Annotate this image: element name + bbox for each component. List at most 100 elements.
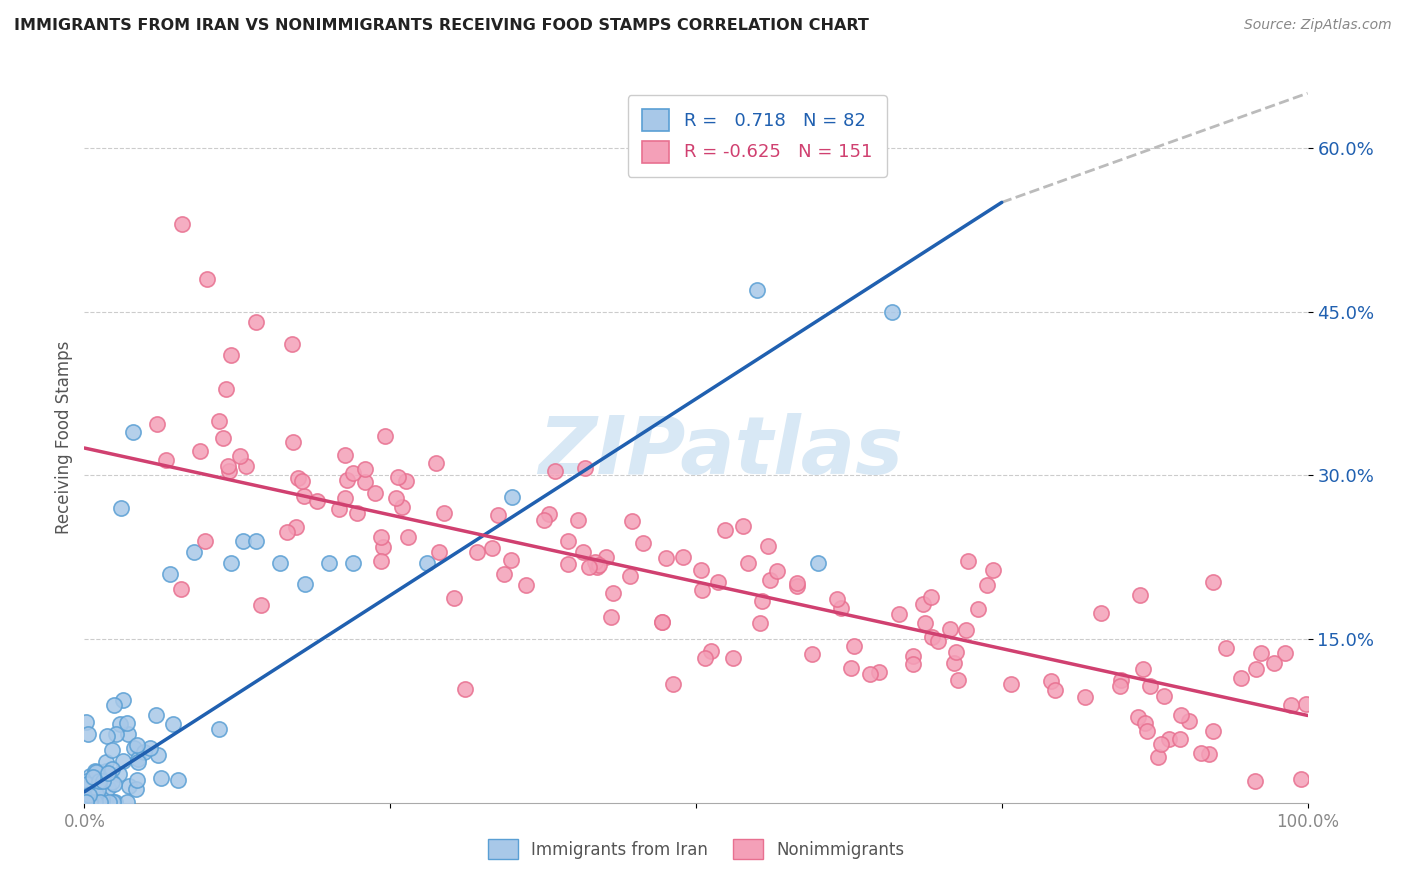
Point: [75, 715, 97, 730]
Point: [97, 781, 120, 796]
Point: [1170, 708, 1192, 723]
Point: [955, 624, 977, 638]
Point: [75, 795, 97, 809]
Point: [84, 787, 107, 801]
Point: [122, 425, 145, 439]
Point: [77, 727, 100, 741]
Point: [292, 489, 315, 503]
Point: [733, 518, 755, 533]
Point: [100, 743, 122, 757]
Point: [825, 591, 848, 606]
Point: [481, 541, 503, 556]
Point: [125, 738, 148, 752]
Point: [651, 615, 673, 629]
Point: [285, 519, 308, 533]
Point: [1149, 737, 1171, 751]
Point: [537, 507, 560, 521]
Point: [695, 650, 717, 665]
Point: [75, 795, 97, 809]
Point: [1189, 747, 1212, 761]
Point: [1202, 723, 1225, 738]
Point: [195, 272, 218, 286]
Point: [183, 545, 205, 559]
Point: [976, 578, 998, 592]
Point: [89, 795, 111, 809]
Point: [124, 781, 146, 796]
Point: [1178, 714, 1201, 728]
Point: [786, 579, 808, 593]
Point: [333, 491, 356, 506]
Point: [1135, 716, 1157, 731]
Point: [97, 766, 120, 780]
Point: [943, 656, 966, 670]
Point: [662, 677, 685, 691]
Point: [245, 315, 267, 329]
Point: [281, 337, 304, 351]
Point: [557, 558, 579, 572]
Point: [454, 681, 477, 696]
Point: [1274, 646, 1296, 660]
Point: [749, 616, 772, 631]
Point: [219, 348, 242, 362]
Point: [370, 530, 392, 544]
Point: [385, 491, 408, 506]
Point: [1129, 588, 1152, 602]
Point: [737, 556, 759, 570]
Point: [889, 607, 911, 621]
Point: [287, 471, 309, 485]
Point: [690, 582, 713, 597]
Point: [103, 777, 125, 791]
Point: [103, 698, 125, 712]
Point: [101, 762, 124, 776]
Point: [127, 752, 149, 766]
Point: [269, 556, 291, 570]
Point: [921, 630, 943, 644]
Point: [364, 486, 387, 500]
Point: [425, 456, 447, 470]
Point: [117, 727, 139, 741]
Point: [578, 559, 600, 574]
Point: [96, 764, 118, 778]
Point: [1139, 679, 1161, 693]
Point: [1215, 641, 1237, 656]
Point: [346, 506, 368, 520]
Point: [387, 470, 409, 484]
Point: [654, 550, 676, 565]
Point: [842, 639, 865, 653]
Point: [600, 610, 623, 624]
Point: [723, 651, 745, 665]
Point: [111, 693, 134, 707]
Y-axis label: Receiving Food Stamps: Receiving Food Stamps: [55, 341, 73, 533]
Point: [416, 556, 439, 570]
Point: [188, 443, 211, 458]
Point: [807, 556, 830, 570]
Point: [766, 564, 789, 578]
Point: [139, 741, 162, 756]
Point: [276, 525, 298, 540]
Point: [839, 661, 862, 675]
Point: [208, 722, 231, 736]
Point: [602, 586, 624, 600]
Point: [212, 431, 235, 445]
Point: [97, 795, 120, 809]
Point: [80, 793, 103, 807]
Point: [1109, 679, 1132, 693]
Point: [101, 775, 124, 789]
Point: [208, 414, 231, 428]
Point: [1147, 749, 1170, 764]
Point: [1074, 690, 1097, 705]
Point: [107, 766, 129, 780]
Point: [912, 597, 935, 611]
Point: [125, 773, 148, 788]
Point: [145, 417, 167, 431]
Point: [394, 474, 416, 488]
Point: [294, 577, 316, 591]
Point: [396, 530, 419, 544]
Point: [939, 622, 962, 636]
Point: [170, 582, 193, 596]
Point: [956, 554, 979, 568]
Point: [914, 616, 936, 631]
Point: [172, 217, 194, 231]
Point: [82, 770, 104, 784]
Point: [77, 787, 100, 801]
